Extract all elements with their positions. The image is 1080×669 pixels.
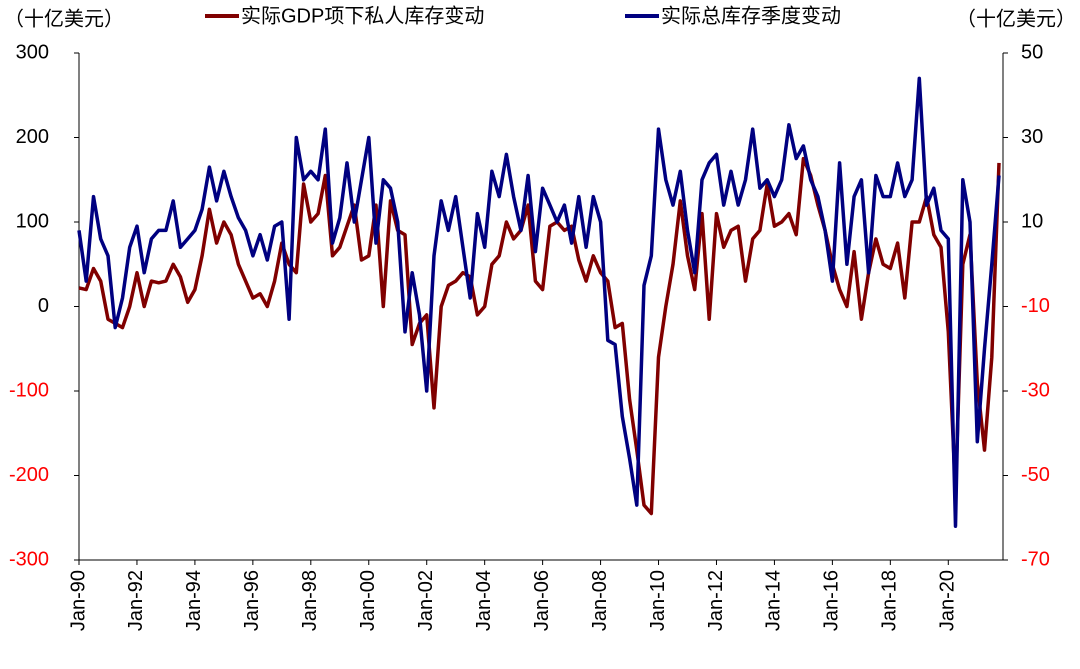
- legend-label: 实际GDP项下私人库存变动: [241, 4, 484, 27]
- x-tick-label: Jan-04: [473, 570, 495, 631]
- y-tick-label: 0: [38, 295, 49, 317]
- y2-tick-label: -70: [1021, 548, 1050, 570]
- x-tick-label: Jan-20: [937, 570, 959, 631]
- y2-tick-label: 30: [1021, 126, 1043, 148]
- legend-label: 实际总库存季度变动: [661, 4, 841, 27]
- x-tick-label: Jan-98: [299, 570, 321, 631]
- x-tick-label: Jan-10: [647, 570, 669, 631]
- x-tick-label: Jan-18: [879, 570, 901, 631]
- y-tick-label: 200: [16, 126, 49, 148]
- y-tick-label: 300: [16, 41, 49, 63]
- y2-tick-label: -10: [1021, 295, 1050, 317]
- x-tick-label: Jan-92: [125, 570, 147, 631]
- y2-tick-label: 10: [1021, 210, 1043, 232]
- y2-axis-label: （十亿美元）: [956, 7, 1076, 30]
- x-tick-label: Jan-08: [589, 570, 611, 631]
- y-tick-label: 100: [16, 210, 49, 232]
- y-axis-label: （十亿美元）: [4, 7, 124, 30]
- y2-tick-label: 50: [1021, 41, 1043, 63]
- x-tick-label: Jan-06: [531, 570, 553, 631]
- x-tick-label: Jan-90: [67, 570, 89, 631]
- x-tick-label: Jan-96: [241, 570, 263, 631]
- x-tick-label: Jan-00: [357, 570, 379, 631]
- series-line: [78, 156, 1001, 516]
- y-tick-label: -200: [9, 464, 49, 486]
- y-tick-label: -100: [9, 379, 49, 401]
- x-tick-label: Jan-14: [763, 570, 785, 631]
- x-tick-label: Jan-94: [183, 570, 205, 631]
- x-tick-label: Jan-12: [705, 570, 727, 631]
- y2-tick-label: -30: [1021, 379, 1050, 401]
- x-tick-label: Jan-02: [415, 570, 437, 631]
- x-tick-label: Jan-16: [821, 570, 843, 631]
- series-line: [77, 76, 1001, 528]
- y-tick-label: -300: [9, 548, 49, 570]
- y2-tick-label: -50: [1021, 464, 1050, 486]
